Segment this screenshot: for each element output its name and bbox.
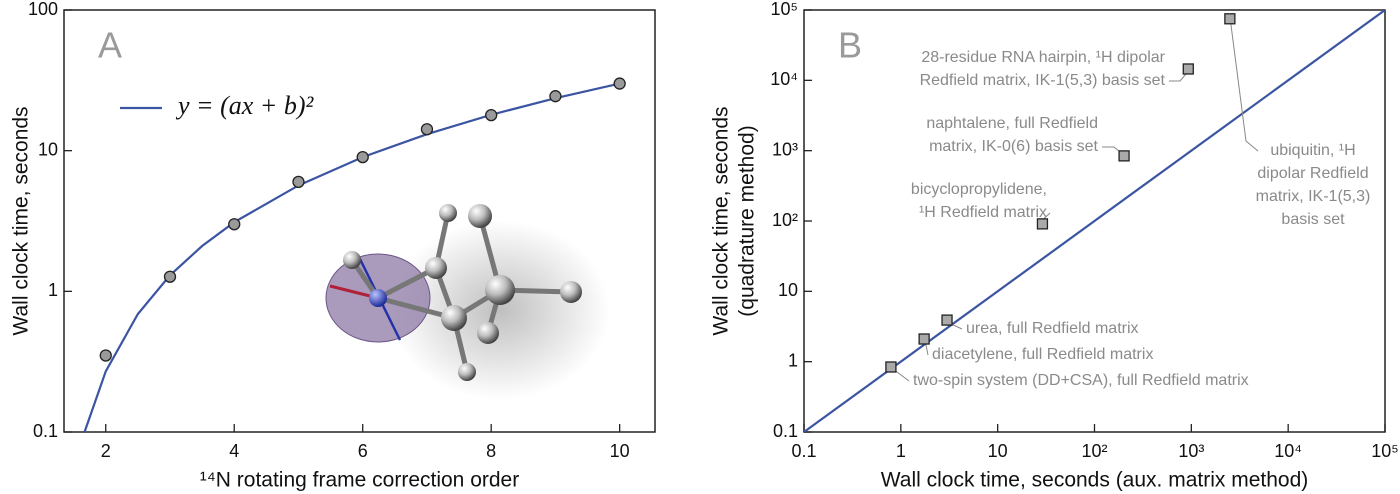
x-tick-label: 1 — [896, 441, 906, 461]
x-tick-label: 10³ — [1178, 441, 1204, 461]
data-point — [163, 270, 177, 283]
annotation: Redfield matrix, IK-1(5,3) basis set — [920, 72, 1166, 89]
annotation: ¹H Redfield matrix — [919, 204, 1047, 221]
annotation: diacetylene, full Redfield matrix — [932, 346, 1153, 363]
y-tick-label: 10 — [778, 280, 798, 300]
x-tick-label: 10 — [988, 441, 1008, 461]
x-tick-label: 10 — [610, 441, 630, 461]
data-point — [1224, 13, 1236, 25]
data-point — [356, 150, 369, 164]
x-axis-title: ¹⁴N rotating frame correction order — [200, 469, 519, 492]
legend-label: y = (ax + b)² — [175, 91, 314, 120]
y-tick-label: 0.1 — [773, 421, 798, 441]
annotation: matrix, IK-0(6) basis set — [929, 138, 1098, 155]
annotation: urea, full Redfield matrix — [966, 320, 1139, 337]
data-point — [292, 175, 305, 189]
data-point — [918, 333, 930, 345]
y-tick-label: 0.1 — [33, 421, 58, 441]
plot-frame — [63, 9, 656, 433]
annotation: naphtalene, full Redfield — [926, 115, 1098, 132]
y-axis-title: Wall clock time, seconds — [710, 106, 733, 335]
annotation: dipolar Redfield — [1257, 165, 1368, 182]
fit-line — [83, 82, 620, 432]
leader-line — [1229, 18, 1259, 152]
data-point — [549, 90, 562, 103]
annotation: bicyclopropylidene, — [911, 181, 1047, 198]
annotation: ubiquitin, ¹H — [1270, 142, 1355, 159]
annotation: matrix, IK-1(5,3) — [1256, 188, 1371, 205]
data-point — [885, 361, 897, 373]
data-point — [99, 349, 112, 362]
data-point — [485, 108, 498, 122]
x-tick-label: 10⁴ — [1274, 441, 1302, 461]
y-tick-label: 100 — [28, 0, 58, 19]
data-point — [228, 218, 241, 231]
y-axis-title: Wall clock time, seconds — [10, 106, 33, 335]
molecule-illustration — [325, 204, 610, 400]
y-tick-label: 10⁵ — [771, 0, 798, 19]
y-tick-label: 1 — [788, 350, 798, 370]
y-tick-label: 1 — [48, 280, 58, 300]
panel-label: B — [838, 25, 862, 66]
x-axis-title: Wall clock time, seconds (aux. matrix me… — [881, 469, 1309, 492]
data-point — [1182, 63, 1194, 75]
data-point — [1036, 218, 1049, 230]
data-point — [420, 123, 434, 136]
annotation: two-spin system (DD+CSA), full Redfield … — [913, 372, 1249, 389]
y-tick-label: 10⁴ — [770, 69, 798, 89]
annotation: basis set — [1281, 211, 1345, 228]
annotation: 28-residue RNA hairpin, ¹H dipolar — [921, 49, 1165, 66]
x-tick-label: 0.1 — [791, 441, 816, 461]
y-axis-title: (quadrature method) — [736, 125, 759, 316]
y-tick-label: 10 — [38, 139, 58, 159]
data-point — [613, 77, 626, 90]
x-tick-label: 4 — [229, 441, 239, 461]
fit-line — [804, 10, 1385, 432]
y-tick-label: 10³ — [772, 139, 798, 159]
panel-label: A — [98, 25, 122, 66]
x-tick-label: 10² — [1081, 441, 1107, 461]
x-tick-label: 8 — [486, 441, 496, 461]
x-tick-label: 2 — [101, 441, 111, 461]
x-tick-label: 6 — [358, 441, 368, 461]
x-tick-label: 10⁵ — [1371, 441, 1398, 461]
data-point — [941, 314, 953, 326]
y-tick-label: 10² — [772, 210, 798, 230]
data-point — [1118, 150, 1130, 162]
